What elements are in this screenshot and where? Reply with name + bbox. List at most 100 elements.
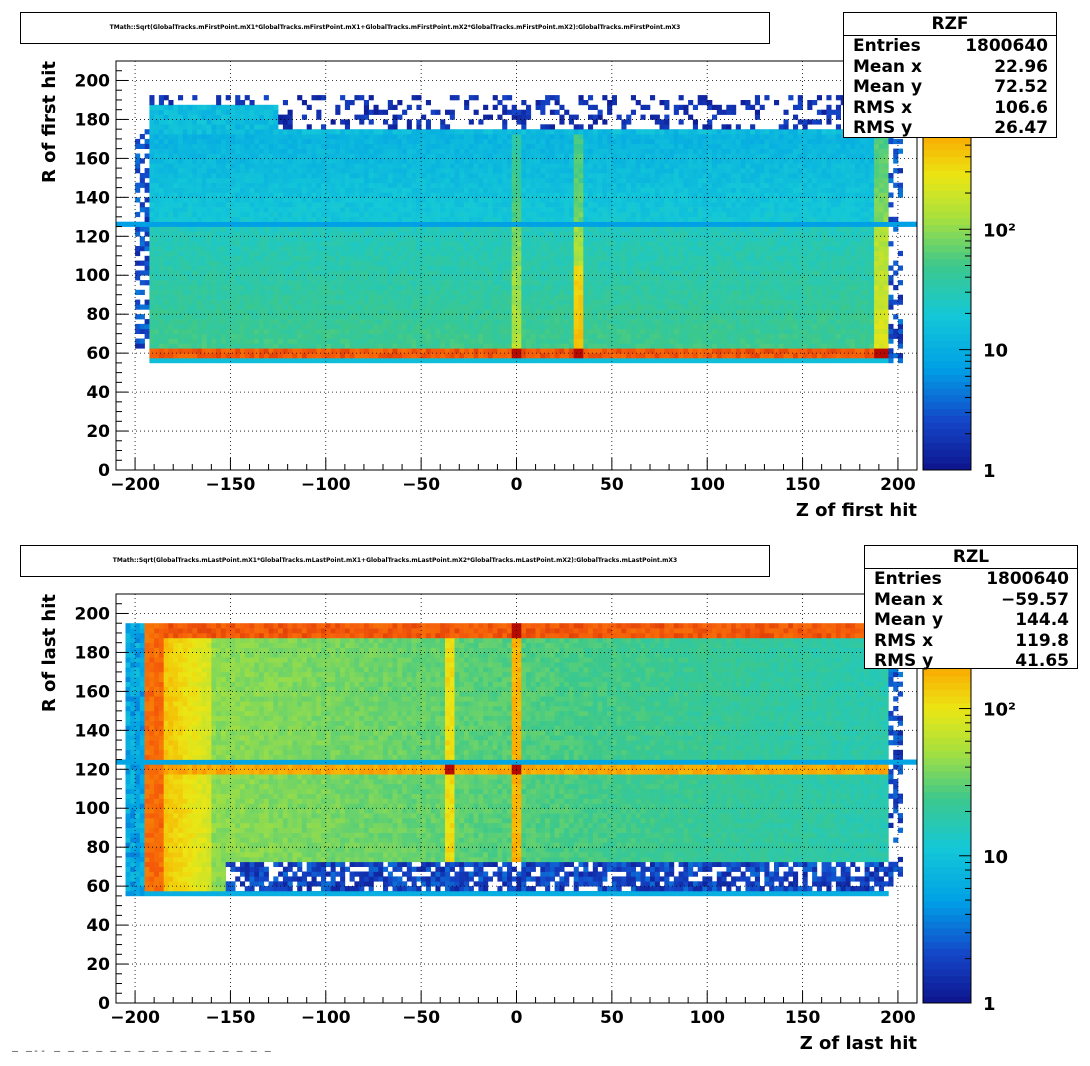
heatmap-cell [149, 173, 155, 179]
heatmap-cell [182, 299, 188, 305]
heatmap-cell [335, 236, 341, 242]
heatmap-cell [573, 246, 579, 252]
heatmap-cell [602, 173, 608, 179]
heatmap-cell [301, 226, 307, 232]
heatmap-cell [411, 304, 417, 310]
heatmap-cell [344, 275, 350, 281]
heatmap-cell [173, 129, 179, 135]
heatmap-cell [273, 343, 279, 349]
heatmap-cell [211, 168, 217, 174]
heatmap-cell [602, 319, 608, 325]
heatmap-cell [163, 328, 169, 334]
heatmap-cell [406, 285, 412, 291]
heatmap-cell [554, 192, 560, 198]
heatmap-cell [211, 177, 217, 184]
heatmap-cell [254, 124, 260, 130]
heatmap-cell [301, 129, 307, 135]
heatmap-cell [383, 192, 389, 198]
heatmap-cell [168, 168, 174, 174]
heatmap-cell [220, 163, 226, 169]
heatmap-cell [397, 211, 403, 218]
heatmap-cell [454, 192, 460, 198]
heatmap-cell [492, 280, 498, 286]
heatmap-cell [201, 343, 207, 349]
heatmap-cell [178, 163, 184, 169]
heatmap-cell [578, 173, 584, 179]
heatmap-cell [535, 138, 541, 145]
heatmap-cell [421, 134, 427, 140]
heatmap-cell [192, 158, 198, 164]
heatmap-cell [378, 348, 384, 354]
heatmap-cell [554, 270, 560, 276]
heatmap-cell [521, 246, 527, 252]
heatmap-cell [597, 109, 603, 115]
heatmap-cell [178, 119, 184, 125]
heatmap-cell [549, 207, 555, 213]
heatmap-cell [168, 236, 174, 242]
heatmap-cell [416, 134, 422, 140]
heatmap-cell [535, 250, 541, 257]
heatmap-cell [597, 168, 603, 174]
heatmap-cell [416, 289, 422, 295]
heatmap-cell [411, 323, 417, 330]
heatmap-cell [216, 100, 222, 106]
heatmap-cell [487, 236, 493, 242]
heatmap-cell [411, 260, 417, 266]
heatmap-cell [459, 333, 465, 339]
heatmap-cell [573, 241, 579, 247]
heatmap-cell [149, 275, 155, 281]
heatmap-cell [578, 231, 584, 237]
heatmap-cell [273, 182, 279, 188]
heatmap-cell [545, 134, 551, 140]
heatmap-cell [316, 250, 322, 257]
heatmap-cell [573, 148, 579, 154]
heatmap-cell [263, 270, 269, 276]
heatmap-cell [492, 148, 498, 154]
heatmap-cell [464, 192, 470, 198]
heatmap-cell [559, 289, 565, 295]
heatmap-cell [230, 314, 236, 320]
heatmap-cell [392, 289, 398, 295]
heatmap-cell [383, 119, 389, 125]
heatmap-cell [406, 319, 412, 325]
heatmap-cell [483, 358, 489, 364]
heatmap-cell [540, 182, 546, 188]
heatmap-cell [282, 289, 288, 295]
heatmap-cell [445, 216, 451, 222]
heatmap-cell [368, 163, 374, 169]
heatmap-cell [344, 294, 350, 300]
heatmap-cell [564, 348, 570, 354]
heatmap-cell [511, 304, 517, 310]
heatmap-cell [473, 148, 479, 154]
heatmap-cell [554, 187, 560, 193]
heatmap-cell [464, 221, 470, 227]
heatmap-cell [187, 187, 193, 193]
heatmap-cell [178, 255, 184, 261]
heatmap-cell [521, 168, 527, 174]
heatmap-cell [321, 280, 327, 286]
heatmap-cell [263, 260, 269, 266]
heatmap-cell [383, 328, 389, 334]
heatmap-cell [335, 309, 341, 315]
heatmap-cell [445, 260, 451, 266]
heatmap-cell [487, 241, 493, 247]
heatmap-cell [483, 226, 489, 232]
heatmap-cell [173, 173, 179, 179]
heatmap-cell [163, 226, 169, 232]
heatmap-cell [273, 333, 279, 339]
heatmap-cell [492, 177, 498, 184]
heatmap-cell [540, 124, 546, 130]
heatmap-cell [292, 343, 298, 349]
heatmap-cell [573, 353, 579, 359]
heatmap-cell [311, 348, 317, 354]
heatmap-cell [602, 216, 608, 222]
heatmap-cell [440, 124, 446, 130]
heatmap-cell [526, 314, 532, 320]
heatmap-cell [349, 304, 355, 310]
heatmap-cell [378, 197, 384, 203]
heatmap-cell [282, 168, 288, 174]
heatmap-cell [187, 197, 193, 203]
heatmap-cell [578, 163, 584, 169]
heatmap-cell [554, 250, 560, 257]
heatmap-cell [254, 338, 260, 344]
